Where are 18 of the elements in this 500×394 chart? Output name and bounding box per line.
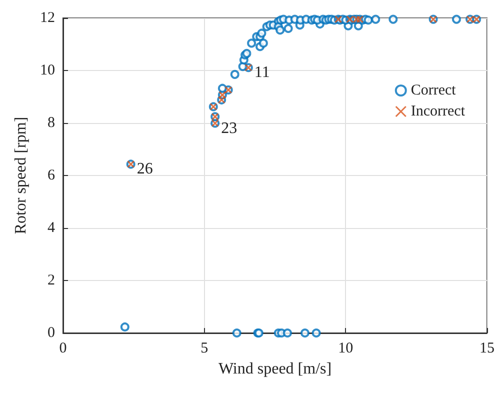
x-axis-title: Wind speed [m/s] [218, 360, 332, 378]
x-tick-label: 5 [200, 340, 208, 356]
legend-label: Incorrect [410, 104, 466, 120]
y-tick-label: 6 [48, 168, 56, 184]
annotation: 23 [221, 120, 238, 137]
y-tick-label: 4 [48, 220, 56, 236]
annotation: 26 [136, 160, 153, 178]
x-tick-label: 0 [59, 340, 67, 356]
x-tick-label: 10 [338, 340, 354, 356]
y-tick-label: 0 [48, 325, 55, 341]
y-axis-title: Rotor speed [rpm] [12, 116, 30, 234]
y-tick-label: 8 [48, 115, 55, 131]
y-tick-label: 12 [40, 10, 55, 26]
legend-label: Correct [410, 82, 457, 98]
x-tick-label: 15 [480, 340, 494, 356]
y-tick-label: 2 [48, 272, 55, 288]
y-tick-label: 10 [40, 62, 55, 78]
annotation: 11 [254, 64, 270, 82]
